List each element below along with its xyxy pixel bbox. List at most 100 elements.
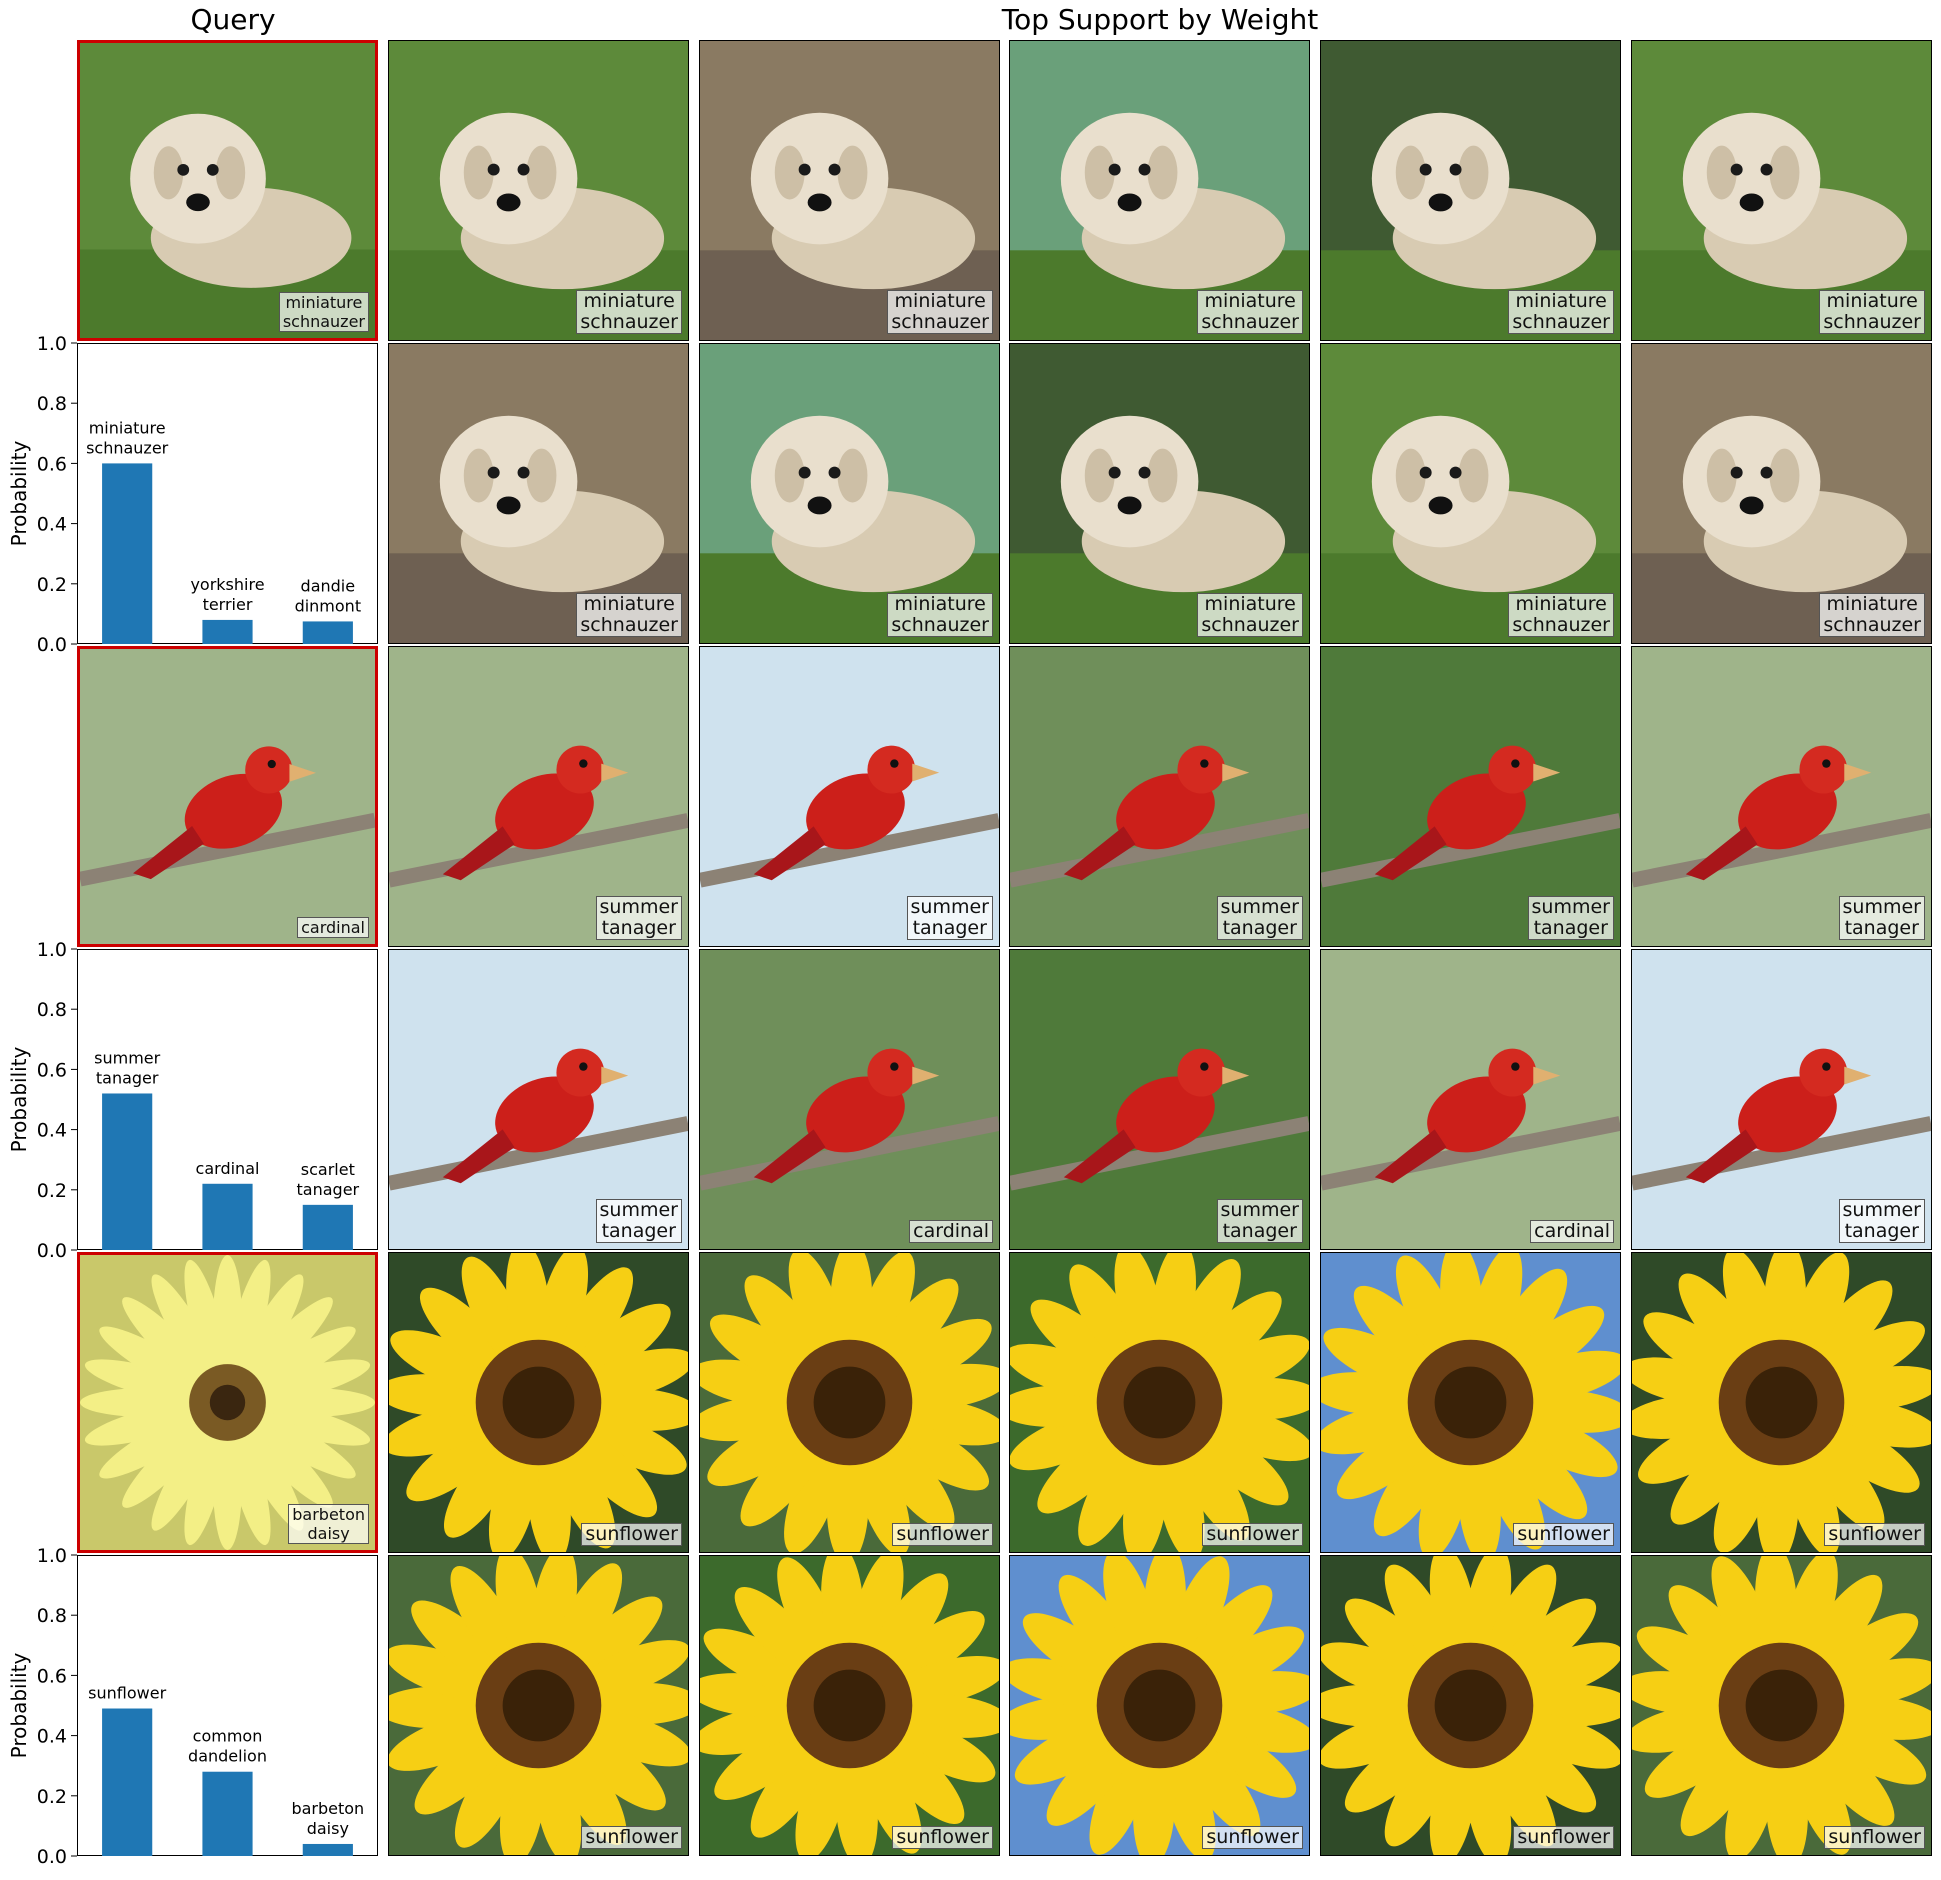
dog-photo: [700, 41, 999, 340]
support-image: miniature schnauzer: [1009, 343, 1310, 644]
sunflower-photo: [1632, 1253, 1931, 1552]
class-label: sunflower: [892, 1826, 993, 1849]
support-image: miniature schnauzer: [388, 40, 689, 341]
query-title: Query: [190, 3, 276, 36]
probability-bar-chart: 0.0 0.2 0.4 0.6 0.8 1.0 Probability miniaturesc…: [7, 333, 378, 656]
bird-photo: [1321, 950, 1620, 1249]
class-label: cardinal: [909, 1220, 993, 1243]
support-image: summer tanager: [699, 646, 1000, 947]
support-image: sunflower: [388, 1555, 689, 1856]
support-image: summer tanager: [1009, 646, 1310, 947]
y-tick-label: 0.0: [37, 634, 67, 656]
bar: [302, 621, 353, 644]
support-image: miniature schnauzer: [388, 343, 689, 644]
y-tick-label: 1.0: [37, 1545, 67, 1567]
y-tick-label: 0.2: [37, 574, 67, 596]
bar-label: yorkshire: [190, 575, 264, 594]
support-image: miniature schnauzer: [1631, 40, 1932, 341]
class-label: cardinal: [297, 917, 369, 938]
bird-photo: [700, 950, 999, 1249]
class-label: sunflower: [892, 1523, 993, 1546]
support-image: sunflower: [1631, 1252, 1932, 1553]
bar: [202, 619, 253, 644]
support-image: cardinal: [1320, 949, 1621, 1250]
class-label: miniature schnauzer: [1819, 593, 1925, 637]
y-tick-label: 1.0: [37, 939, 67, 961]
y-tick-label: 0.4: [37, 1120, 67, 1142]
y-tick-label: 0.2: [37, 1180, 67, 1202]
class-label: sunflower: [1513, 1826, 1614, 1849]
bar-label: scarlet: [301, 1160, 355, 1179]
class-label: miniature schnauzer: [1508, 290, 1614, 334]
bird-photo: [700, 647, 999, 946]
bar: [102, 1093, 153, 1250]
y-tick-label: 0.6: [37, 1665, 67, 1687]
dog-photo: [1010, 41, 1309, 340]
class-label: summer tanager: [1527, 896, 1614, 940]
support-image: summer tanager: [1320, 646, 1621, 947]
support-image: miniature schnauzer: [1631, 343, 1932, 644]
bar: [102, 1708, 153, 1856]
support-image: sunflower: [1009, 1555, 1310, 1856]
support-image: sunflower: [699, 1252, 1000, 1553]
bar-label: tanager: [297, 1180, 360, 1199]
class-label: miniature schnauzer: [1508, 593, 1614, 637]
bar: [302, 1843, 353, 1856]
query-image: barbeton daisy: [77, 1252, 378, 1553]
class-label: sunflower: [1202, 1523, 1303, 1546]
bar-label: cardinal: [196, 1159, 260, 1178]
y-tick-label: 0.8: [37, 1605, 67, 1627]
support-image: cardinal: [699, 949, 1000, 1250]
query-image: cardinal: [77, 646, 378, 947]
class-label: summer tanager: [1216, 1199, 1303, 1243]
bar-label: tanager: [96, 1068, 159, 1087]
bar-label: dandie: [301, 576, 356, 595]
class-label: summer tanager: [906, 896, 993, 940]
bar-label: schnauzer: [86, 438, 169, 457]
sunflower-photo: [1321, 1253, 1620, 1552]
class-label: sunflower: [1202, 1826, 1303, 1849]
sunflower-photo: [1010, 1253, 1309, 1552]
support-image: miniature schnauzer: [1320, 343, 1621, 644]
bar: [302, 1204, 353, 1250]
bird-photo: [80, 649, 375, 944]
class-label: summer tanager: [1216, 896, 1303, 940]
sunflower-photo: [700, 1556, 999, 1855]
bar-label: miniature: [89, 418, 166, 437]
class-label: summer tanager: [595, 896, 682, 940]
bar: [202, 1183, 253, 1250]
class-label: miniature schnauzer: [278, 292, 369, 332]
bar-label: dinmont: [295, 596, 362, 615]
support-image: sunflower: [1631, 1555, 1932, 1856]
support-image: summer tanager: [388, 646, 689, 947]
support-image: miniature schnauzer: [699, 343, 1000, 644]
sunflower-photo: [1010, 1556, 1309, 1855]
class-label: barbeton daisy: [288, 1504, 369, 1544]
query-image: miniature schnauzer: [77, 40, 378, 341]
class-label: miniature schnauzer: [576, 593, 682, 637]
support-image: sunflower: [388, 1252, 689, 1553]
y-tick-label: 0.0: [37, 1240, 67, 1262]
y-tick-label: 0.0: [37, 1846, 67, 1868]
class-label: sunflower: [1513, 1523, 1614, 1546]
class-label: miniature schnauzer: [576, 290, 682, 334]
bar-label: sunflower: [88, 1684, 166, 1703]
class-label: sunflower: [581, 1826, 682, 1849]
bar-label: barbeton: [291, 1799, 364, 1818]
support-image: sunflower: [699, 1555, 1000, 1856]
probability-bar-chart: 0.0 0.2 0.4 0.6 0.8 1.0 Probability sunflower co…: [7, 1545, 378, 1868]
dog-photo: [80, 43, 375, 338]
bar-label: common: [193, 1727, 263, 1746]
sunflower-photo: [1632, 1556, 1931, 1855]
support-image: miniature schnauzer: [1009, 40, 1310, 341]
sunflower-photo: [1321, 1556, 1620, 1855]
class-label: sunflower: [1824, 1826, 1925, 1849]
support-title: Top Support by Weight: [1001, 3, 1319, 36]
class-label: cardinal: [1530, 1220, 1614, 1243]
class-label: sunflower: [581, 1523, 682, 1546]
class-label: miniature schnauzer: [887, 593, 993, 637]
class-label: miniature schnauzer: [1197, 290, 1303, 334]
sunflower-photo: [700, 1253, 999, 1552]
dog-photo: [700, 344, 999, 643]
bird-photo: [1010, 647, 1309, 946]
